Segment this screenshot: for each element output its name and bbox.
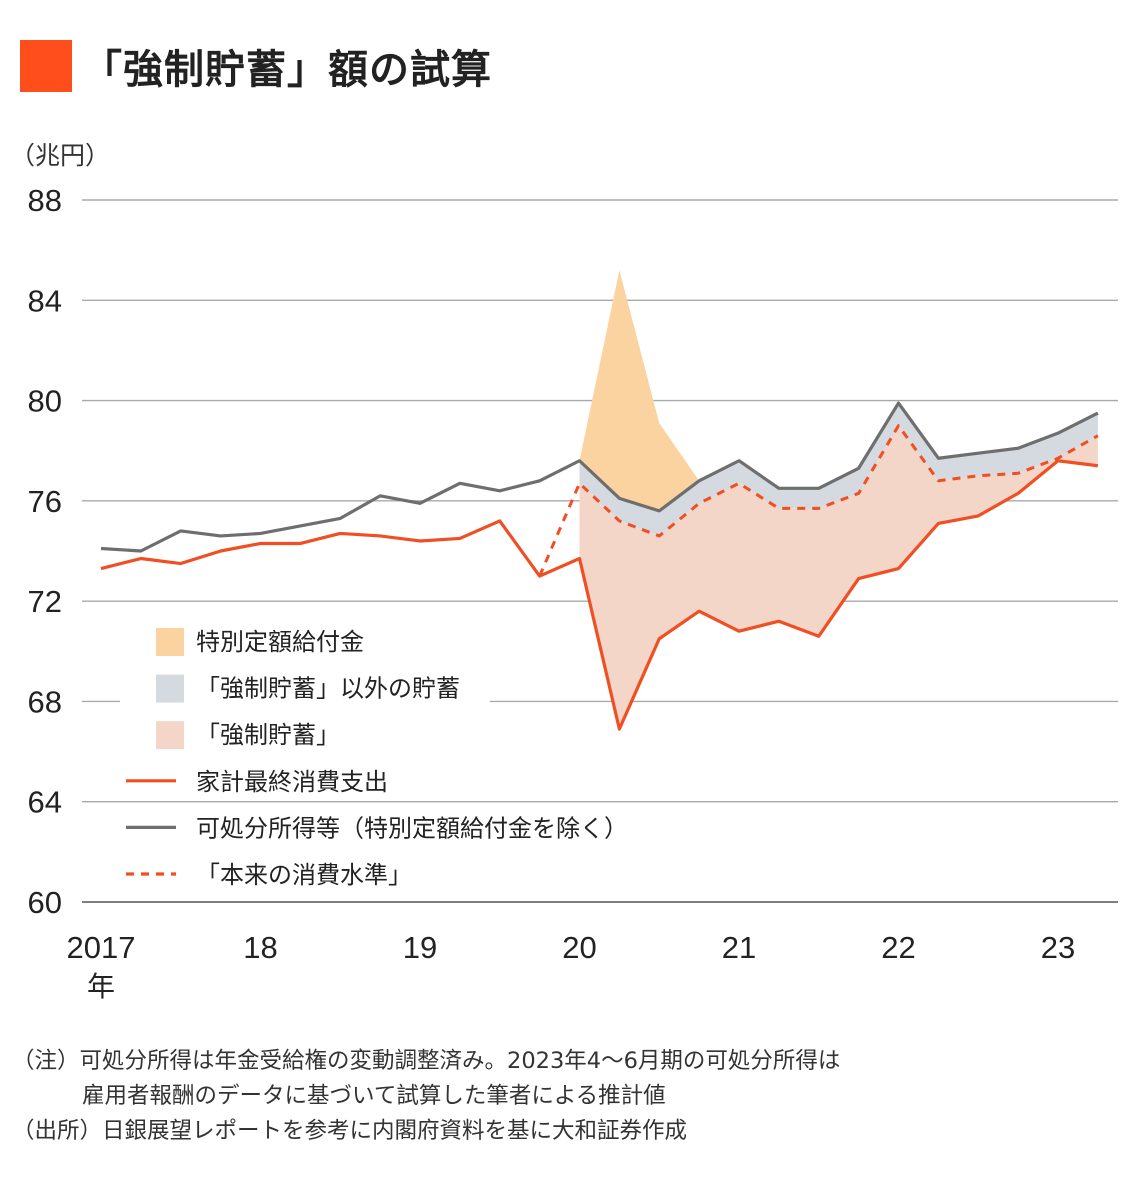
title-square-icon: [20, 40, 72, 92]
y-tick-84: 84: [28, 283, 62, 318]
legend-label-3: 家計最終消費支出: [196, 768, 388, 796]
notes: （注）可処分所得は年金受給権の変動調整済み。2023年4～6月期の可処分所得は …: [12, 1044, 840, 1149]
forced-savings-area: [579, 425, 1098, 730]
other-savings-area: [579, 403, 1098, 536]
x-tick-21: 21: [722, 930, 756, 965]
legend: 特別定額給付金「強制貯蓄」以外の貯蓄「強制貯蓄」家計最終消費支出可処分所得等（特…: [120, 628, 690, 889]
legend-bg-4: [120, 805, 690, 850]
x-tick-18: 18: [243, 930, 277, 965]
legend-label-4: 可処分所得等（特別定額給付金を除く）: [196, 814, 628, 842]
chart-title: 「強制貯蓄」額の試算: [82, 47, 492, 93]
legend-label-2: 「強制貯蓄」: [196, 721, 340, 749]
x-tick-20: 20: [562, 930, 596, 965]
x-tick-labels: 2017 18 19 20 21 22 23 年: [67, 930, 1076, 1003]
y-tick-80: 80: [28, 384, 62, 419]
series-lines: [100, 401, 1099, 731]
note-line-2: 雇用者報酬のデータに基づいて試算した筆者による推計値: [82, 1082, 666, 1109]
source-line: （出所）日銀展望レポートを参考に内閣府資料を基に大和証券作成: [12, 1117, 688, 1144]
x-tick-23: 23: [1041, 930, 1075, 965]
household-consumption-line: [100, 459, 1099, 731]
y-tick-64: 64: [28, 785, 62, 820]
y-tick-labels: 60 64 68 72 76 80 84 88: [28, 183, 62, 920]
area-fills: [579, 270, 1098, 730]
disposable-income-line: [100, 401, 1099, 553]
legend-swatch-2: [156, 721, 184, 750]
legend-swatch-0: [156, 628, 184, 656]
title-bar: 「強制貯蓄」額の試算: [20, 38, 492, 94]
legend-label-5: 「本来の消費水準」: [196, 861, 412, 889]
special-benefit-area: [579, 270, 700, 511]
y-axis-unit: （兆円）: [10, 141, 111, 170]
y-tick-68: 68: [28, 684, 62, 719]
y-tick-72: 72: [28, 584, 62, 619]
normal-consumption-line: [538, 424, 1099, 577]
y-tick-76: 76: [28, 484, 62, 519]
x-tick-year-suffix: 年: [87, 970, 115, 1003]
y-tick-88: 88: [28, 183, 62, 218]
legend-label-0: 特別定額給付金: [196, 628, 364, 656]
y-tick-60: 60: [28, 885, 62, 920]
x-tick-2017: 2017: [67, 930, 136, 965]
x-tick-19: 19: [403, 930, 437, 965]
x-tick-22: 22: [881, 930, 915, 965]
legend-swatch-1: [156, 674, 184, 703]
legend-label-1: 「強制貯蓄」以外の貯蓄: [196, 675, 460, 703]
note-line-1: （注）可処分所得は年金受給権の変動調整済み。2023年4～6月期の可処分所得は: [12, 1048, 841, 1074]
chart-area: 60 64 68 72 76 80 84 88 2017 18 19 20 21 22 23 年 特別定額給…: [28, 183, 1118, 1003]
